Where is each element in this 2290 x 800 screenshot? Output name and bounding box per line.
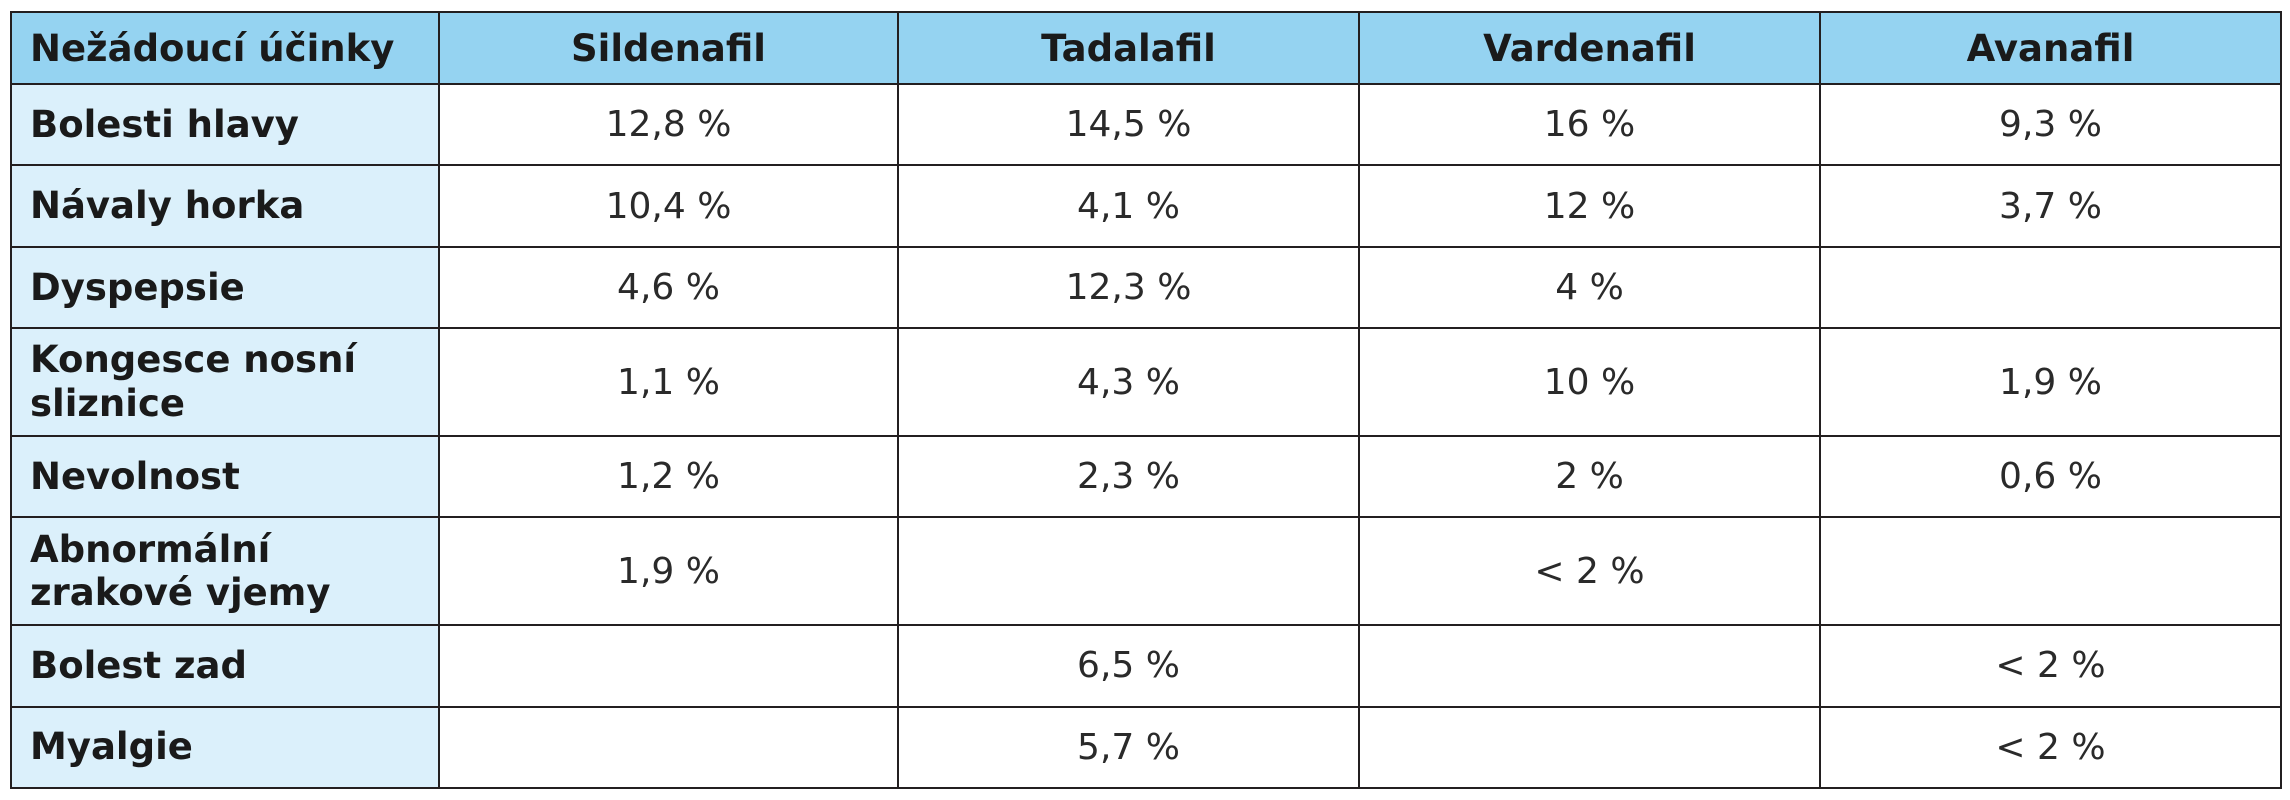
table-cell: 4,6 % [438,245,899,330]
table-cell [438,624,899,708]
table-cell: 1,1 % [438,327,899,437]
table-cell: 1,2 % [438,434,899,519]
table-cell: < 2 % [1819,705,2282,790]
row-label: Abnormální zrakové vjemy [10,516,440,627]
table-cell: 12 % [1358,164,1821,248]
table-cell: 12,8 % [438,82,899,167]
table-row: Abnormální zrakové vjemy 1,9 % < 2 % [10,516,2282,627]
table-cell: 14,5 % [897,82,1360,167]
table-cell [438,705,899,790]
header-cell: Nežádoucí účinky [10,11,440,85]
row-label: Návaly horka [10,164,440,248]
table-cell: 16 % [1358,82,1821,167]
table-cell: 4,3 % [897,327,1360,437]
table-row: Návaly horka 10,4 % 4,1 % 12 % 3,7 % [10,164,2282,248]
table-row: Myalgie 5,7 % < 2 % [10,705,2282,790]
table-cell: 2 % [1358,434,1821,519]
table-cell [1819,245,2282,330]
row-label: Bolesti hlavy [10,82,440,167]
adverse-effects-table-container: Nežádoucí účinky Sildenafil Tadalafil Va… [10,11,2282,790]
row-label: Nevolnost [10,434,440,519]
row-label: Myalgie [10,705,440,790]
row-label: Dyspepsie [10,245,440,330]
table-cell: < 2 % [1819,624,2282,708]
header-cell: Sildenafil [438,11,899,85]
table-cell [1819,516,2282,627]
table-cell: 4 % [1358,245,1821,330]
table-row: Bolest zad 6,5 % < 2 % [10,624,2282,708]
table-cell [1358,705,1821,790]
table-cell: 6,5 % [897,624,1360,708]
row-label: Bolest zad [10,624,440,708]
table-cell: 9,3 % [1819,82,2282,167]
row-label: Kongesce nosní sliznice [10,327,440,437]
table-cell: 2,3 % [897,434,1360,519]
table-cell: 1,9 % [438,516,899,627]
table-cell: 10,4 % [438,164,899,248]
table-cell: 12,3 % [897,245,1360,330]
adverse-effects-table: Nežádoucí účinky Sildenafil Tadalafil Va… [10,11,2282,790]
table-row: Kongesce nosní sliznice 1,1 % 4,3 % 10 %… [10,327,2282,437]
header-cell: Tadalafil [897,11,1360,85]
table-row: Bolesti hlavy 12,8 % 14,5 % 16 % 9,3 % [10,82,2282,167]
header-row: Nežádoucí účinky Sildenafil Tadalafil Va… [10,11,2282,85]
table-cell: 0,6 % [1819,434,2282,519]
table-cell: 10 % [1358,327,1821,437]
header-cell: Vardenafil [1358,11,1821,85]
table-cell [897,516,1360,627]
table-cell [1358,624,1821,708]
header-cell: Avanafil [1819,11,2282,85]
table-row: Nevolnost 1,2 % 2,3 % 2 % 0,6 % [10,434,2282,519]
table-row: Dyspepsie 4,6 % 12,3 % 4 % [10,245,2282,330]
table-cell: 4,1 % [897,164,1360,248]
table-cell: < 2 % [1358,516,1821,627]
table-cell: 1,9 % [1819,327,2282,437]
table-cell: 5,7 % [897,705,1360,790]
table-cell: 3,7 % [1819,164,2282,248]
